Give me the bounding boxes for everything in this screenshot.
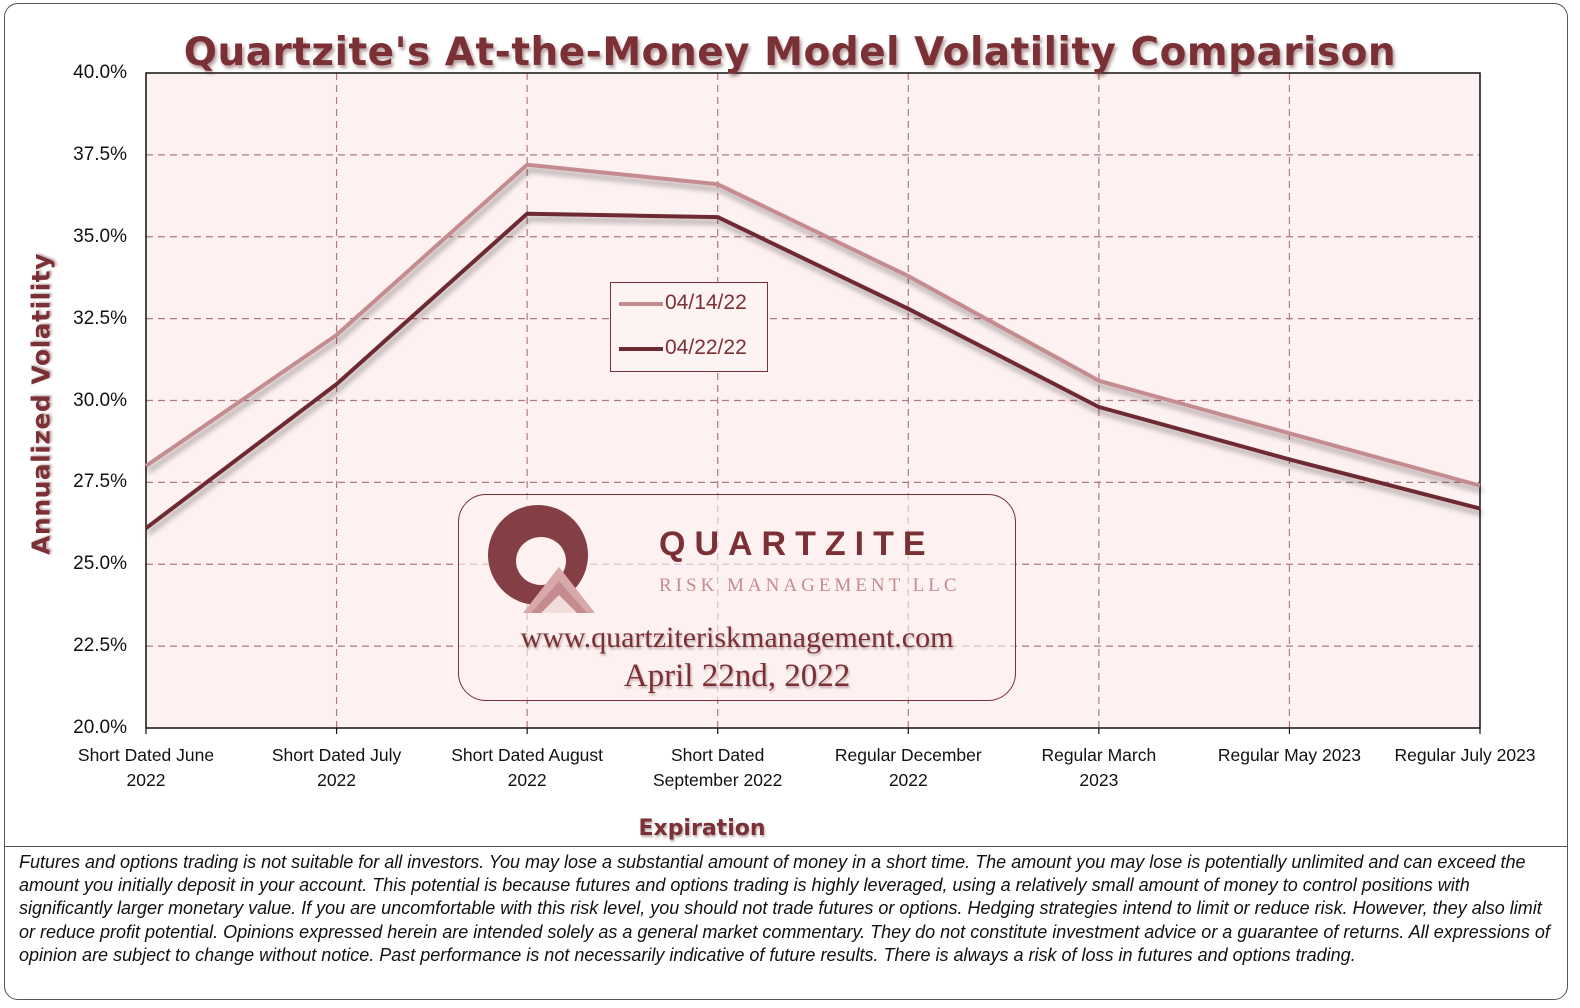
x-tick-label-line: 2022 xyxy=(126,770,166,790)
x-tick-label-line: Short Dated xyxy=(671,745,765,765)
grid-lines xyxy=(145,73,1481,734)
x-tick-label-line: Regular July 2023 xyxy=(1394,745,1536,765)
series-line-2 xyxy=(144,211,1481,530)
legend-swatch-1 xyxy=(619,302,663,306)
chart-title: Quartzite's At-the-Money Model Volatilit… xyxy=(183,30,1397,75)
x-tick-label-line: Short Dated July xyxy=(271,745,402,765)
x-tick-label: Short Dated August 2022 xyxy=(432,743,622,793)
logo-watermark: QUARTZITE RISK MANAGEMENT LLC www.quartz… xyxy=(458,494,1016,701)
x-tick-label: Short Dated June 2022 xyxy=(51,743,241,793)
plot-border xyxy=(145,72,1481,729)
y-tick-label: 40.0% xyxy=(73,62,127,83)
legend-swatch-2 xyxy=(619,347,663,351)
y-tick-label: 20.0% xyxy=(73,717,127,738)
disclaimer-text: Futures and options trading is not suita… xyxy=(19,852,1550,965)
y-tick-label: 25.0% xyxy=(73,553,127,575)
x-tick-label-line: Regular March xyxy=(1041,745,1157,765)
disclaimer-box: Futures and options trading is not suita… xyxy=(5,846,1567,999)
x-axis-label: Expiration xyxy=(638,816,766,841)
x-tick-label-line: 2022 xyxy=(888,770,928,790)
x-tick-label-line: Short Dated June xyxy=(77,745,215,765)
y-tick-label: 22.5% xyxy=(73,635,127,657)
x-tick-label: Regular December 2022 xyxy=(813,743,1003,793)
chart-canvas xyxy=(144,72,1481,734)
y-tick-label: 27.5% xyxy=(73,471,127,493)
y-tick-label: 32.5% xyxy=(73,307,127,329)
y-tick-label: 30.0% xyxy=(73,389,127,411)
x-tick-label: Regular May 2023 xyxy=(1194,743,1384,768)
logo-wordmark: QUARTZITE xyxy=(659,525,935,563)
x-tick-label: Regular July 2023 xyxy=(1370,743,1560,768)
series-lines xyxy=(144,162,1481,530)
x-tick-label-line: Regular December xyxy=(834,745,982,765)
x-tick-label-line: September 2022 xyxy=(653,770,783,790)
x-tick-label-line: 2023 xyxy=(1079,770,1119,790)
legend-label-1: 04/14/22 xyxy=(665,291,747,314)
x-tick-label: Regular March 2023 xyxy=(1004,743,1194,793)
x-tick-label-line: 2022 xyxy=(507,770,547,790)
y-tick-label: 35.0% xyxy=(73,225,127,247)
y-tick-label: 37.5% xyxy=(73,143,127,165)
chart-frame: Quartzite's At-the-Money Model Volatilit… xyxy=(4,3,1568,1000)
x-tick-label: Short Dated July 2022 xyxy=(242,743,432,793)
quartzite-logo-icon xyxy=(488,505,595,613)
logo-date: April 22nd, 2022 xyxy=(623,658,851,694)
x-tick-label-line: Short Dated August xyxy=(451,745,604,765)
x-tick-label: Short Dated September 2022 xyxy=(623,743,813,793)
logo-subtitle: RISK MANAGEMENT LLC xyxy=(659,575,961,596)
legend-label-2: 04/22/22 xyxy=(665,336,747,359)
x-tick-label-line: Regular May 2023 xyxy=(1217,745,1361,765)
series-line-1 xyxy=(144,162,1481,488)
x-tick-label-line: 2022 xyxy=(317,770,357,790)
logo-url: www.quartziteriskmanagement.com xyxy=(520,621,954,654)
legend: 04/14/22 04/22/22 xyxy=(610,282,768,372)
